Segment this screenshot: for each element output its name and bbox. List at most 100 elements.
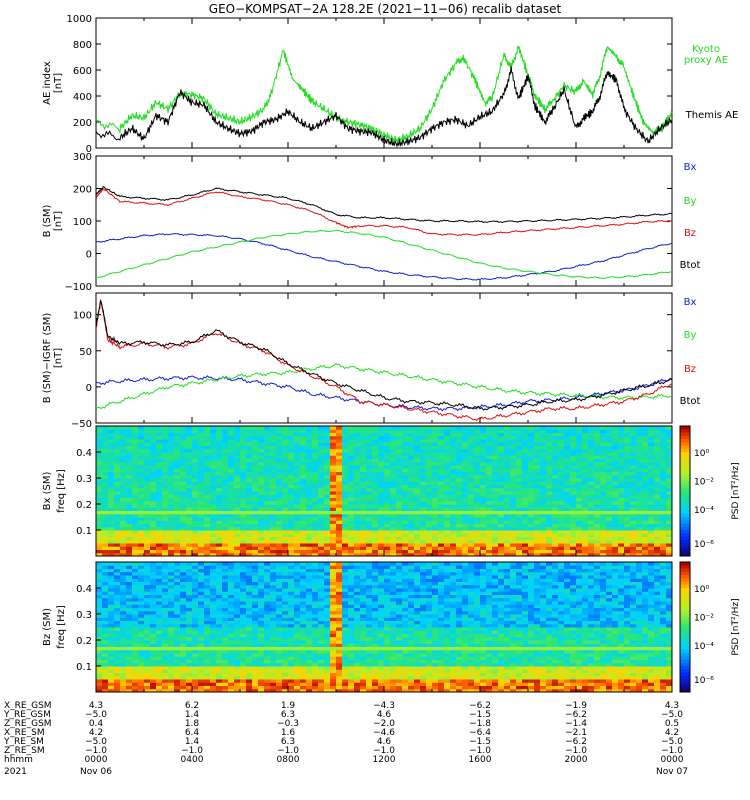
- colorbar-cell: [680, 484, 690, 489]
- y-tick-label: 200: [73, 185, 92, 196]
- series-line-bz: [95, 188, 673, 237]
- colorbar-cell: [680, 620, 690, 625]
- ephemeris-value: 6.3: [281, 710, 295, 720]
- colorbar-cell: [680, 458, 690, 463]
- colorbar-cell: [680, 614, 690, 618]
- ephemeris-value: −6.2: [565, 737, 587, 747]
- y-axis-unit: [nT]: [53, 211, 64, 231]
- colorbar-cell: [680, 552, 690, 557]
- colorbar-cell: [680, 640, 690, 644]
- colorbar-cell: [680, 513, 690, 518]
- colorbar-cell: [680, 517, 690, 521]
- ephemeris-label-hhmm: hhmm: [4, 755, 33, 765]
- ephemeris-value: −5.0: [661, 710, 683, 720]
- colorbar-cell: [680, 526, 690, 531]
- ephemeris-value: 6.3: [281, 737, 295, 747]
- series-line-bz: [95, 299, 673, 422]
- ephemeris-value: −5.0: [661, 737, 683, 747]
- y-axis-label: B (SM)−IGRF (SM): [42, 313, 53, 404]
- ephemeris-label-x_re_sm: X_RE_SM: [4, 728, 45, 738]
- colorbar-cell: [680, 429, 690, 433]
- ephemeris-value: 4.2: [665, 728, 679, 738]
- ephemeris-value: 6.2: [185, 701, 199, 711]
- ephemeris-value: 1.4: [185, 710, 200, 720]
- colorbar-cell: [680, 571, 690, 576]
- ephemeris-value: 4.3: [89, 701, 103, 711]
- colorbar-cell: [680, 610, 690, 615]
- colorbar-cell: [680, 649, 690, 654]
- ephemeris-value: 1.6: [281, 728, 296, 738]
- ephemeris-value: −1.0: [469, 746, 491, 756]
- ephemeris-value: −6.4: [469, 728, 491, 738]
- ephemeris-value: −1.9: [565, 701, 587, 711]
- series-line-by: [95, 229, 673, 280]
- colorbar-cell: [680, 468, 690, 472]
- legend-kyoto-line2: proxy AE: [684, 55, 728, 66]
- colorbar-cell: [680, 588, 690, 592]
- colorbar-cell: [680, 685, 690, 690]
- colorbar-cell: [680, 520, 690, 524]
- colorbar-cell: [680, 591, 690, 595]
- colorbar-cell: [680, 672, 690, 677]
- y-tick-label: −50: [71, 419, 92, 430]
- colorbar-cell: [680, 426, 690, 430]
- colorbar-cell: [680, 478, 690, 482]
- ephemeris-label-x_re_gsm: X_RE_GSM: [4, 701, 52, 711]
- colorbar-cell: [680, 656, 690, 660]
- ephemeris-value: −6.2: [565, 710, 587, 720]
- y-axis-label: Bz (SM): [42, 608, 53, 646]
- colorbar-cell: [680, 562, 690, 566]
- ephemeris-value: 0800: [277, 755, 300, 765]
- ephemeris-value: 1200: [373, 755, 396, 765]
- colorbar-cell: [680, 487, 690, 492]
- ephemeris-value: −1.8: [469, 719, 491, 729]
- panel-frame-b_sm: [95, 155, 673, 287]
- colorbar-cell: [680, 500, 690, 505]
- y-tick-label: 800: [73, 40, 92, 51]
- colorbar-cell: [680, 575, 690, 579]
- legend-bx: Bx: [684, 297, 697, 308]
- ephemeris-value: −1.0: [565, 746, 587, 756]
- y-tick-label: 0.4: [76, 448, 92, 459]
- y-axis-unit: [nT]: [53, 348, 64, 368]
- ephemeris-value: −5.0: [85, 737, 107, 747]
- colorbar-tick-label: 10⁻⁶: [694, 540, 714, 550]
- legend-kyoto-line1: Kyoto: [692, 44, 720, 55]
- colorbar-cell: [680, 675, 690, 680]
- date-start: Nov 06: [80, 767, 112, 777]
- y-tick-label: −100: [65, 282, 92, 293]
- legend-by: By: [684, 330, 697, 341]
- spectrogram-cells-bz_spec: [96, 562, 673, 693]
- colorbar-frame: [679, 425, 691, 557]
- legend-bz: Bz: [684, 228, 696, 239]
- ephemeris-label-z_re_gsm: Z_RE_GSM: [4, 719, 52, 729]
- colorbar-cell: [680, 688, 690, 693]
- colorbar-cell: [680, 445, 690, 450]
- ephemeris-value: −1.4: [565, 719, 587, 729]
- ephemeris-value: 1.4: [185, 737, 200, 747]
- series-line-themis-ae: [95, 65, 673, 148]
- colorbar-cell: [680, 494, 690, 498]
- ephemeris-value: 1600: [469, 755, 492, 765]
- colorbar-cell: [680, 523, 690, 528]
- colorbar-cell: [680, 543, 690, 547]
- y-axis-label: Bx (SM): [42, 472, 53, 511]
- colorbar-cell: [680, 646, 690, 651]
- ephemeris-value: 1.9: [281, 701, 296, 711]
- ephemeris-value: 4.6: [377, 710, 392, 720]
- ephemeris-value: 0.4: [89, 719, 104, 729]
- ephemeris-value: 6.4: [185, 728, 200, 738]
- ephemeris-value: 1.8: [185, 719, 200, 729]
- y-tick-label: 600: [73, 66, 92, 77]
- colorbar-cell: [680, 682, 690, 686]
- ephemeris-value: 0000: [661, 755, 684, 765]
- colorbar-cell: [680, 623, 690, 628]
- y-tick-label: 0.1: [76, 662, 92, 673]
- legend-themis: Themis AE: [685, 110, 739, 121]
- colorbar-cell: [680, 435, 690, 440]
- colorbar-cell: [680, 474, 690, 479]
- ephemeris-value: −1.0: [661, 746, 683, 756]
- y-axis-unit: [nT]: [53, 73, 64, 93]
- colorbar-cell: [680, 491, 690, 495]
